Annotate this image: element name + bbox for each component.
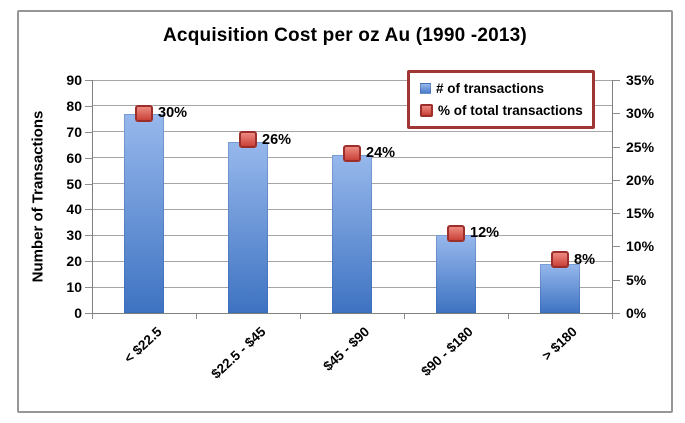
- right-axis-tick: [613, 113, 620, 115]
- left-axis-tick: [85, 80, 92, 81]
- left-axis-tick: [85, 287, 92, 289]
- left-axis-tick-label: 10: [66, 279, 82, 296]
- x-axis-tick: [508, 314, 509, 319]
- left-axis-tick-label: 60: [66, 149, 82, 166]
- point-series-swatch-icon: [420, 103, 433, 117]
- left-axis-tick-label: 40: [66, 201, 82, 218]
- right-axis-line: [612, 80, 613, 313]
- left-axis-tick: [85, 131, 92, 133]
- legend: # of transactions % of total transaction…: [407, 70, 595, 129]
- right-axis-tick: [613, 146, 620, 148]
- left-axis-tick: [85, 261, 92, 263]
- x-category-label-3: $90 - $180: [418, 324, 477, 380]
- left-axis-tick: [85, 183, 92, 185]
- x-category-label-0: < $22.5: [120, 324, 165, 366]
- percent-marker-1: [239, 131, 257, 149]
- x-axis-tick: [92, 314, 93, 319]
- left-axis-tick-label: 70: [66, 123, 82, 140]
- chart-title: Acquisition Cost per oz Au (1990 -2013): [163, 25, 527, 46]
- percent-label-4: 8%: [574, 251, 595, 268]
- legend-entry-percent: % of total transactions: [420, 103, 586, 118]
- percent-marker-3: [447, 224, 465, 242]
- left-axis-tick: [85, 157, 92, 159]
- legend-label-percent: % of total transactions: [438, 102, 583, 118]
- left-axis-tick: [85, 105, 92, 107]
- bar-0: [124, 113, 164, 313]
- x-category-label-2: $45 - $90: [320, 324, 373, 374]
- left-axis-tick-label: 0: [74, 305, 82, 321]
- right-axis-tick-label: 20%: [626, 171, 655, 188]
- right-axis-tick-label: 30%: [626, 105, 655, 122]
- right-axis-tick-label: 15%: [626, 205, 655, 222]
- right-axis-tick-label: 0%: [626, 305, 647, 321]
- left-axis-tick-label: 50: [66, 175, 82, 192]
- x-axis-tick: [196, 314, 197, 319]
- right-axis-tick: [613, 213, 620, 215]
- bar-series-swatch-icon: [420, 83, 431, 95]
- right-axis-tick: [613, 179, 620, 181]
- bar-2: [332, 155, 372, 313]
- legend-entry-transactions: # of transactions: [420, 81, 586, 96]
- right-axis-tick: [613, 279, 620, 281]
- left-axis-line: [92, 80, 93, 313]
- gridline: [92, 79, 612, 81]
- bar-3: [436, 235, 476, 313]
- x-axis-tick: [612, 314, 613, 319]
- bottom-axis-line: [85, 313, 619, 314]
- percent-marker-2: [343, 144, 361, 162]
- right-axis-tick-label: 5%: [626, 271, 647, 288]
- right-axis-tick-label: 35%: [626, 72, 655, 88]
- legend-label-transactions: # of transactions: [436, 81, 545, 97]
- left-axis-tick-label: 20: [66, 253, 82, 270]
- x-category-label-4: > $180: [539, 324, 581, 364]
- right-axis-tick: [613, 246, 620, 248]
- x-category-label-1: $22.5 - $45: [208, 324, 269, 382]
- left-axis-tick: [85, 313, 92, 314]
- percent-marker-0: [135, 104, 153, 122]
- gridline: [92, 105, 612, 107]
- left-axis-tick: [85, 235, 92, 237]
- bar-1: [228, 142, 268, 313]
- percent-marker-4: [551, 251, 569, 269]
- right-axis-tick: [613, 313, 620, 314]
- percent-label-3: 12%: [470, 225, 500, 242]
- bar-4: [540, 263, 580, 313]
- percent-label-1: 26%: [262, 131, 292, 148]
- right-axis-tick-label: 25%: [626, 138, 655, 155]
- right-axis-tick-label: 10%: [626, 238, 655, 255]
- x-axis-tick: [404, 314, 405, 319]
- right-axis-tick: [613, 80, 620, 81]
- left-axis-tick: [85, 209, 92, 211]
- left-axis-tick-label: 80: [66, 97, 82, 114]
- left-axis-tick-label: 90: [66, 72, 82, 88]
- percent-label-2: 24%: [366, 145, 396, 162]
- percent-label-0: 30%: [158, 105, 188, 122]
- left-axis-tick-label: 30: [66, 227, 82, 244]
- gridline: [92, 131, 612, 133]
- x-axis-tick: [300, 314, 301, 319]
